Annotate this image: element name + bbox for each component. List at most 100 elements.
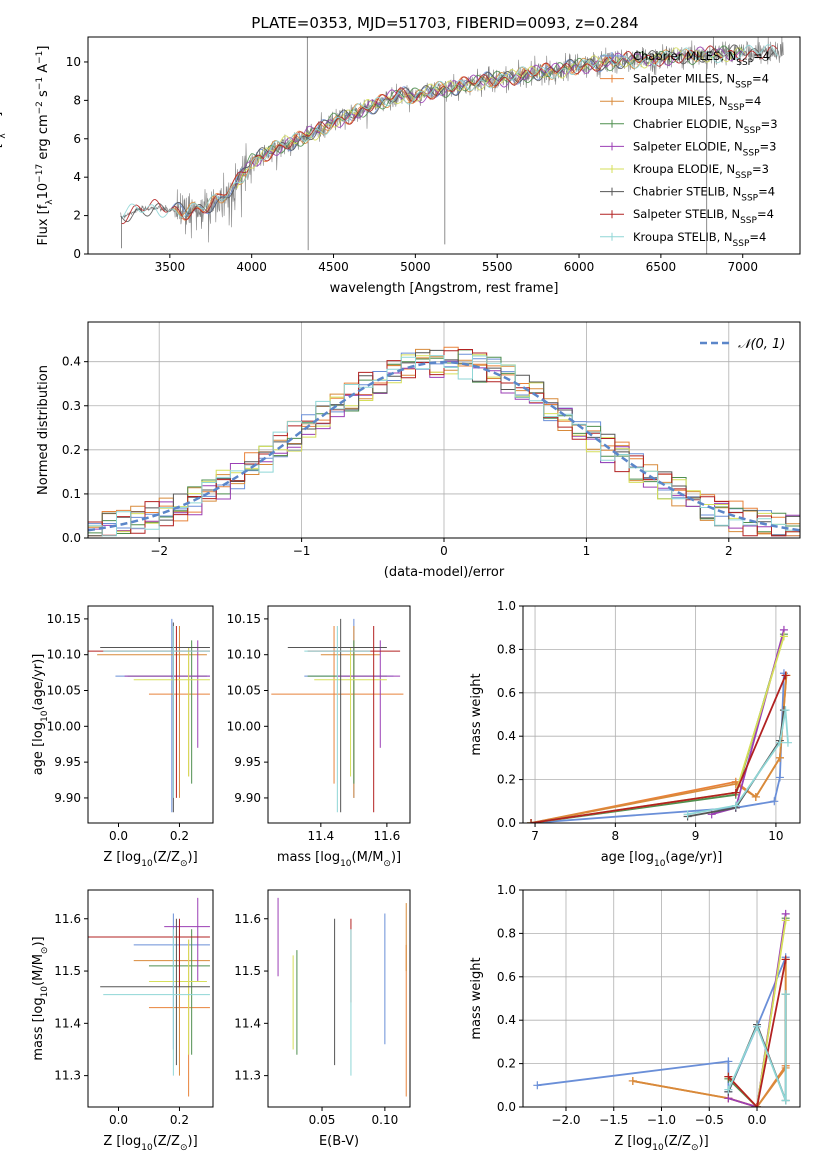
y-axis-label: mass [log10(M/M⊙)] [31,936,50,1060]
y-tick-label: 8 [73,93,81,107]
chart-spectrum: 3500 4000 4500 5000 5500 6000 6500 7000 0 2 4 6 8 10 w… [0,36,801,296]
weight-point [781,916,790,925]
legend-entry-7: Salpeter STELIB, NSSP=4 [633,207,774,226]
y-tick-label: 0.8 [497,926,516,940]
weight-point [724,1072,733,1081]
x-tick-label: 0.10 [372,1113,399,1127]
y-tick-label: 0.2 [497,1057,516,1071]
x-tick-label: 0.2 [170,829,189,843]
y-tick-label: 6 [73,132,81,146]
y-axis-label: age [log10(age/yr)] [31,654,50,776]
plot-area-mass-vs-ebv [277,897,407,1097]
legend-entry-6: Chabrier STELIB, NSSP=4 [633,185,775,204]
plot-area-spectrum [120,37,784,254]
weight-point [775,773,784,782]
model-line-2 [174,48,707,216]
y-tick-label: 10.05 [47,684,81,698]
legend-entry-2: Kroupa MILES, NSSP=4 [633,94,761,113]
weight-point [781,955,790,964]
plot-area-mass-weight-vs-age [527,625,792,823]
weight-line-3 [530,633,785,823]
x-axis-label: Z [log10(Z/Z⊙)] [614,1134,708,1153]
y-tick-label: 0.3 [62,399,81,413]
x-tick-label: −2 [150,544,168,558]
x-tick-label: 5500 [482,260,513,274]
y-tick-label: 0 [73,247,81,261]
legend-entry-8: Kroupa STELIB, NSSP=4 [633,230,766,249]
model-line-5 [236,47,746,189]
y-tick-label: 11.4 [234,1016,261,1030]
x-tick-label: 0 [440,544,448,558]
weight-point [731,788,740,797]
y-axis-label: mass weight [469,673,484,755]
y-tick-label: 0.8 [497,642,516,656]
chart-residuals: −2 −1 0 1 2 0.0 0.1 0.2 0.3 0.4 (data-model)/error… [36,321,801,580]
model-line-8 [122,44,779,218]
chart-mass-weight-vs-age: 7 8 9 10 0.0 0.2 0.4 0.6 0.8 1.0 age [log10(age/yr… [469,599,801,869]
weight-line-5 [530,636,785,823]
y-tick-label: 0.2 [62,443,81,457]
weight-point [770,797,779,806]
y-tick-label: 9.90 [54,791,81,805]
weight-point [527,819,536,823]
x-axis-label: wavelength [Angstrom, rest frame] [330,281,559,296]
y-tick-label: 0.6 [497,970,516,984]
weight-point [779,632,788,641]
weight-line-7 [530,675,787,823]
x-tick-label: 11.4 [307,829,334,843]
chart-mass-vs-ebv: 0.05 0.10 11.3 11.4 11.5 11.6 E(B-V) [234,889,411,1149]
y-tick-label: 1.0 [497,883,516,897]
x-axis-label: Z [log10(Z/Z⊙)] [103,850,197,869]
x-tick-label: 8 [612,829,620,843]
y-tick-label: 10 [66,55,81,69]
weight-point [775,738,784,747]
x-tick-label: 3500 [155,260,186,274]
weight-point [724,1057,733,1066]
plot-area-residuals [88,346,800,537]
chart-age-vs-Z: 0.0 0.2 9.90 9.95 10.00 10.05 10.10 10.15 Z [log… [31,605,214,869]
axes-frame [522,605,801,824]
x-tick-label: 6500 [646,260,677,274]
weight-point [781,990,790,999]
y-tick-label: 10.15 [227,612,261,626]
x-tick-label: 2 [725,544,733,558]
legend-entry-5: Kroupa ELODIE, NSSP=3 [633,162,769,181]
x-tick-label: 9 [692,829,700,843]
y-tick-label: 9.90 [234,791,261,805]
x-tick-label: −2.0 [551,1113,580,1127]
x-tick-label: 7 [531,829,539,843]
x-axis-label: age [log10(age/yr)] [601,850,723,869]
y-tick-label: 0.4 [497,729,516,743]
y-tick-label: 11.6 [234,912,261,926]
plot-area-mass-weight-vs-Z [533,909,790,1107]
x-tick-label: 6000 [564,260,595,274]
x-tick-label: 4500 [318,260,349,274]
y-tick-label: 11.5 [54,964,81,978]
x-axis-label: Z [log10(Z/Z⊙)] [103,1134,197,1153]
plot-area-age-vs-mass [271,618,404,813]
weight-point [781,671,790,680]
axes-frame [267,605,411,824]
x-tick-label: −1.0 [647,1113,676,1127]
weight-point [781,1096,790,1105]
weight-point [783,738,792,747]
y-tick-label: 9.95 [54,755,81,769]
x-tick-label: 10 [768,829,783,843]
y-tick-label: 0.2 [497,773,516,787]
legend-entry-3: Chabrier ELODIE, NSSP=3 [633,117,778,136]
weight-line-1 [530,675,788,823]
weight-point [724,1085,733,1094]
y-tick-label: 0.1 [62,487,81,501]
weight-point [775,753,784,762]
y-tick-label: 11.3 [54,1069,81,1083]
x-tick-label: 1 [583,544,591,558]
chart-mass-weight-vs-Z: −2.0 −1.5 −1.0 −0.5 0.0 0.0 0.2 0.4 0.6 0.8 1.0 Z [… [469,883,801,1153]
x-tick-label: 11.6 [374,829,401,843]
y-tick-label: 10.00 [47,719,81,733]
weight-point [731,801,740,810]
figure-title: PLATE=0353, MJD=51703, FIBERID=0093, z=0… [251,14,638,32]
y-tick-label: 11.6 [54,912,81,926]
x-axis-label: mass [log10(M/M⊙)] [277,850,401,869]
axes-frame [87,605,214,824]
